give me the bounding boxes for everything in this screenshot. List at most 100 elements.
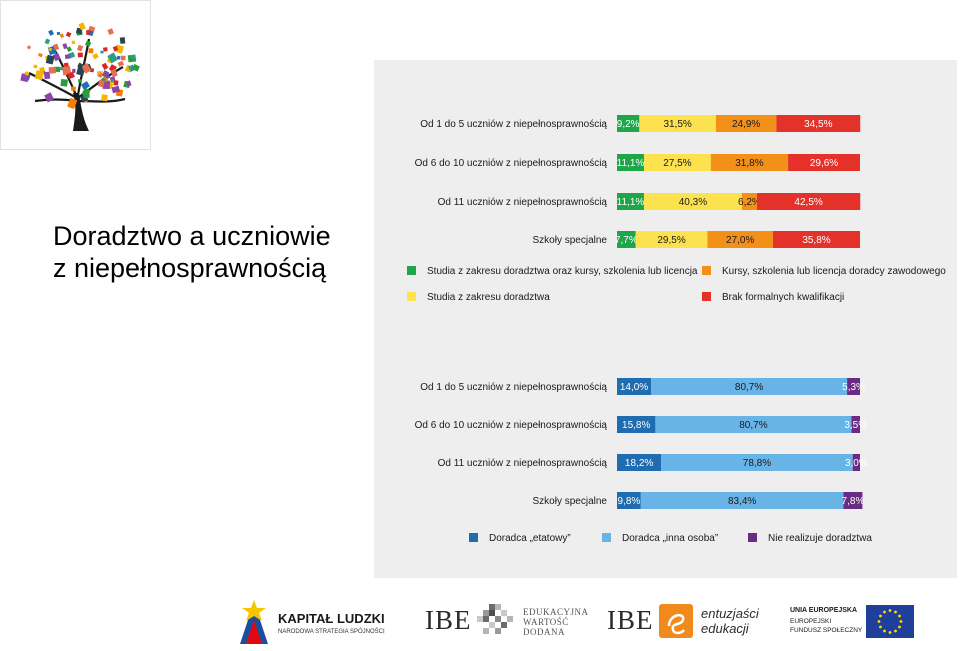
data-label: 40,3% [679,197,707,208]
ibe-evd-line3: DODANA [523,627,565,637]
data-label: 34,5% [804,119,832,130]
legend-label: Kursy, szkolenia lub licencja doradcy za… [722,266,946,277]
data-label: 5,3% [842,382,865,393]
bar-segment [617,454,662,471]
kapital-ludzki-subtitle: NARODOWA STRATEGIA SPÓJNOŚCI [278,629,385,635]
data-label: 9,8% [618,496,641,507]
eu-logo: UNIA EUROPEJSKA EUROPEJSKI FUNDUSZ SPOŁE… [790,604,920,644]
data-label: 14,0% [620,382,648,393]
legend-swatch [407,266,416,275]
bar-segment [707,231,774,248]
data-label: 11,1% [617,197,645,208]
bar-segment [710,154,789,171]
charts-svg: Od 1 do 5 uczniów z niepełnosprawnością 9… [407,115,946,544]
bar-segment [617,193,644,210]
data-label: 3,5% [844,420,867,431]
data-label: 7,7% [615,235,638,246]
bar-segment [617,378,652,395]
bar-segment [635,231,708,248]
legend-swatch [602,533,611,542]
data-label: 18,2% [625,458,653,469]
data-label: 31,5% [663,119,691,130]
bar-segment [843,492,863,509]
data-label: 15,8% [622,420,650,431]
bar-segment [617,416,656,433]
data-label: 80,7% [739,420,767,431]
eu-line2: EUROPEJSKI [790,618,832,625]
eu-flag-icon [866,605,914,638]
legend-swatch [748,533,757,542]
data-label: 24,9% [732,119,760,130]
data-label: 27,0% [726,235,754,246]
bar-segment [617,115,640,132]
ibe-evd-line1: EDUKACYJNA [523,607,589,617]
legend-label: Doradca „inna osoba” [622,533,718,544]
data-label: 42,5% [794,197,822,208]
data-label: 31,8% [735,158,763,169]
bar-segment [639,115,716,132]
bar-segment [741,193,757,210]
row-label: Od 11 uczniów z niepełnosprawnością [438,458,608,469]
data-label: 78,8% [743,458,771,469]
kapital-ludzki-logo: KAPITAŁ LUDZKI NARODOWA STRATEGIA SPÓJNO… [236,598,396,648]
data-label: 35,8% [802,235,830,246]
ibe-entuzjasci-logo: IBE entuzjaści edukacji [607,602,772,648]
row-label: Od 1 do 5 uczniów z niepełnosprawnością [420,119,607,130]
slide-title: Doradztwo a uczniowie z niepełnosprawnoś… [53,220,373,284]
bar-segment [851,416,860,433]
alphabet-tree-icon [20,22,140,131]
bar-segment [661,454,853,471]
data-label: 80,7% [735,382,763,393]
ibe-evd-line2: WARTOŚĆ [523,617,569,627]
bar-segment [651,378,848,395]
legend-swatch [469,533,478,542]
ibe-mark: IBE [425,605,472,635]
row-label: Szkoły specjalne [533,496,608,507]
eu-line1: UNIA EUROPEJSKA [790,607,858,614]
data-label: 7,8% [842,496,865,507]
bar-segment [655,416,852,433]
slide-title-line2: z niepełnosprawnością [53,253,327,283]
slide-title-line1: Doradztwo a uczniowie [53,221,331,251]
ibe-mark-2: IBE [607,605,654,635]
bar-segment [852,454,860,471]
ibe-evd-logo: IBE EDUKACYJNA WARTOŚĆ DODANA [425,602,590,648]
bar-segment [643,193,742,210]
legend-swatch [407,292,416,301]
legend-label: Studia z zakresu doradztwa oraz kursy, s… [427,266,698,277]
footer-logos: KAPITAŁ LUDZKI NARODOWA STRATEGIA SPÓJNO… [0,590,960,651]
row-label: Od 6 do 10 uczniów z niepełnosprawnością [415,158,608,169]
data-label: 29,6% [810,158,838,169]
data-label: 29,5% [657,235,685,246]
bar-segment [617,154,644,171]
bar-segment [847,378,860,395]
tree-logo [0,0,151,150]
data-label: 27,5% [663,158,691,169]
bar-segment [715,115,777,132]
bar-segment [756,193,861,210]
legend-label: Studia z zakresu doradztwa [427,292,550,303]
row-label: Od 6 do 10 uczniów z niepełnosprawnością [415,420,608,431]
bar-segment [617,492,641,509]
row-label: Od 1 do 5 uczniów z niepełnosprawnością [420,382,607,393]
row-label: Szkoły specjalne [533,235,608,246]
legend-label: Nie realizuje doradztwa [768,533,872,544]
kapital-ludzki-emblem-icon [240,600,268,644]
orange-e-icon [659,604,693,638]
bar-segment [643,154,711,171]
legend-label: Doradca „etatowy” [489,533,571,544]
bar-segment [788,154,860,171]
data-label: 11,1% [617,158,645,169]
legend-swatch [702,292,711,301]
bar-segment [773,231,860,248]
data-label: 6,2% [738,197,761,208]
data-label: 9,2% [617,119,640,130]
ibe-entuzjasci-line2: edukacji [701,621,749,636]
bar-segment [617,231,636,248]
data-label: 3,0% [845,458,868,469]
row-label: Od 11 uczniów z niepełnosprawnością [438,197,608,208]
data-label: 83,4% [728,496,756,507]
legend-label: Brak formalnych kwalifikacji [722,292,844,303]
pixel-mosaic-icon [477,604,513,634]
kapital-ludzki-title: KAPITAŁ LUDZKI [278,611,385,626]
